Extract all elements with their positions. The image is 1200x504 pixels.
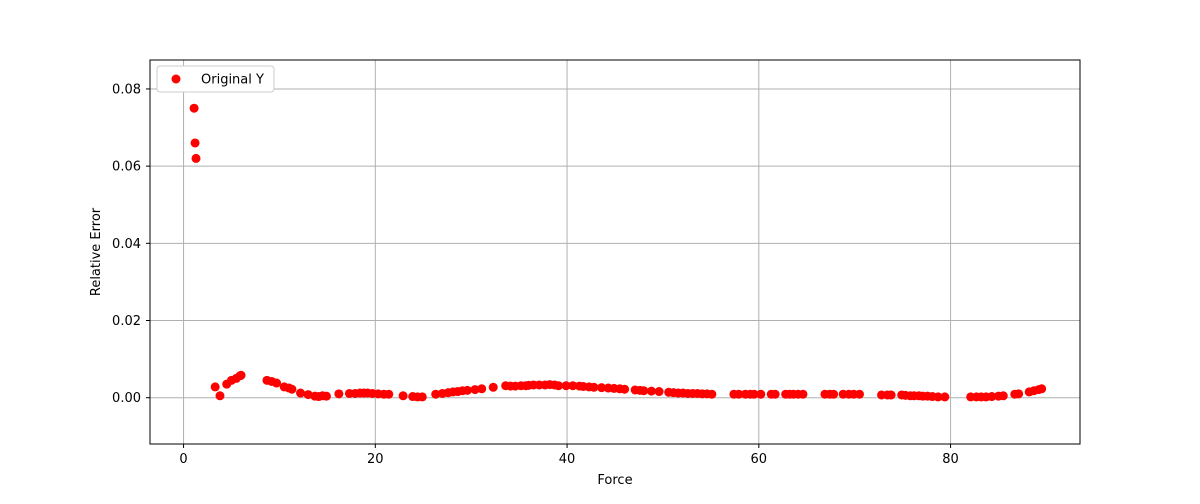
data-point (384, 389, 394, 399)
data-point (987, 392, 997, 402)
data-point (287, 384, 297, 394)
data-point (553, 381, 563, 391)
x-tick-label: 0 (179, 452, 187, 467)
data-point (749, 389, 759, 399)
data-point (1037, 384, 1047, 394)
x-tick-label: 40 (559, 452, 576, 467)
data-point (303, 390, 313, 400)
data-point (462, 385, 472, 395)
data-point (829, 389, 839, 399)
data-point (798, 389, 808, 399)
axes: 0 20 40 60 80 0.00 0.02 0.04 0.06 0.08 (112, 82, 959, 467)
data-point (210, 382, 220, 392)
data-point (646, 386, 656, 396)
data-point (998, 391, 1008, 401)
y-tick-label: 0.04 (112, 237, 141, 252)
data-point (321, 391, 331, 401)
plot-area-frame (149, 59, 1081, 445)
legend-marker-original-y (171, 74, 181, 84)
x-axis-label: Force (597, 473, 632, 488)
y-tick-label: 0.08 (112, 82, 141, 97)
data-point (431, 389, 441, 399)
data-point (190, 138, 200, 148)
y-tick-label: 0.00 (112, 391, 141, 406)
y-tick-label: 0.02 (112, 314, 141, 329)
data-point (191, 153, 201, 163)
data-point (639, 386, 649, 396)
data-point (488, 382, 498, 392)
data-point (707, 389, 717, 399)
data-point (334, 389, 344, 399)
data-point (854, 389, 864, 399)
data-point (734, 389, 744, 399)
data-point (398, 391, 408, 401)
data-point (477, 384, 487, 394)
data-point (1014, 389, 1024, 399)
data-point (886, 390, 896, 400)
data-point (568, 381, 578, 391)
data-point (215, 391, 225, 401)
y-tick-label: 0.06 (112, 160, 141, 175)
legend-box (156, 65, 275, 93)
data-point (272, 378, 282, 388)
legend-label-original-y: Original Y (201, 73, 264, 88)
data-point (417, 392, 427, 402)
x-tick-label: 80 (942, 452, 959, 467)
data-point (933, 392, 943, 402)
x-tick-label: 60 (751, 452, 768, 467)
data-points (189, 103, 1047, 402)
data-point (756, 389, 766, 399)
data-point (296, 388, 306, 398)
data-point (236, 370, 246, 380)
y-axis-label: Relative Error (89, 207, 104, 296)
data-point (654, 387, 664, 397)
data-point (597, 383, 607, 393)
data-point (620, 384, 630, 394)
data-point (561, 381, 571, 391)
data-point (470, 385, 480, 395)
legend: Original Y (156, 65, 275, 93)
data-point (940, 392, 950, 402)
data-point (589, 382, 599, 392)
data-point (770, 389, 780, 399)
data-point (189, 103, 199, 113)
x-tick-label: 20 (367, 452, 384, 467)
